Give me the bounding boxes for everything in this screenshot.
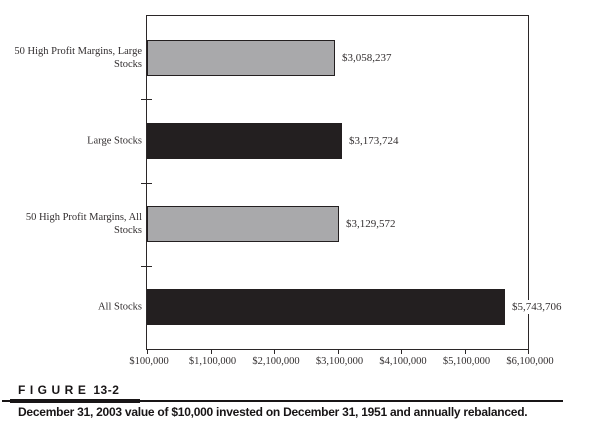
bar-value-label: $3,129,572 (344, 217, 398, 232)
x-axis-tick-label: $5,100,000 (442, 356, 491, 367)
x-axis-tick (211, 349, 212, 354)
x-axis-tick (338, 349, 339, 354)
x-axis-tick (401, 349, 402, 354)
x-axis-tick-label: $1,100,000 (188, 356, 237, 367)
figure-number: 13-2 (93, 383, 120, 397)
x-axis-tick (147, 349, 148, 354)
figure-label: FIGURE (18, 383, 91, 397)
y-axis-tick (141, 266, 152, 267)
y-axis-tick (141, 99, 152, 100)
bar (147, 289, 505, 325)
figure-heading-underline (10, 399, 140, 403)
category-label: All Stocks (97, 301, 142, 313)
figure-caption: December 31, 2003 value of $10,000 inves… (18, 405, 528, 419)
x-axis-tick-label: $2,100,000 (252, 356, 300, 367)
bar (147, 123, 342, 159)
x-axis-tick (528, 349, 529, 354)
bar (147, 40, 335, 76)
figure-rule (2, 400, 563, 402)
chart-plot-area: $3,058,237 $3,173,724 $3,129,572 $5,743,706 (141, 15, 564, 354)
x-axis-tick-label: $3,100,000 (315, 356, 364, 367)
bar-value-label: $3,058,237 (340, 50, 394, 65)
bar (147, 206, 339, 242)
x-axis-tick (465, 349, 466, 354)
category-label: Large Stocks (87, 135, 142, 147)
x-axis-tick (274, 349, 275, 354)
x-axis-tick-label: $4,100,000 (379, 356, 427, 367)
x-axis-tick-label: $100,000 (129, 356, 169, 367)
category-label: 50 High Profit Margins, All Stocks (25, 212, 142, 237)
x-axis-tick-label: $6,100,000 (506, 356, 554, 367)
figure-heading: FIGURE 13-2 (18, 383, 119, 397)
category-label: 50 High Profit Margins, Large Stocks (14, 45, 142, 70)
bar-value-label: $5,743,706 (510, 300, 564, 315)
bar-value-label: $3,173,724 (347, 133, 401, 148)
y-axis-tick (141, 183, 152, 184)
